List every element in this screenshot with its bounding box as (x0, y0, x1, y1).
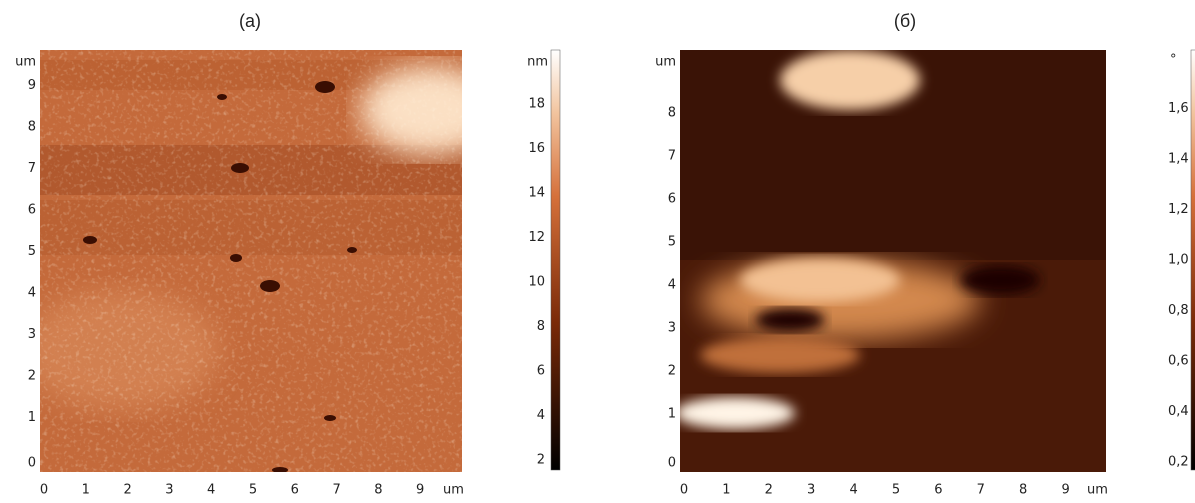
y-tick-label: 8 (668, 106, 676, 121)
x-tick-label: 1 (82, 483, 90, 498)
colorbar-tick-label: 6 (537, 364, 545, 379)
x-tick-label: 3 (165, 483, 173, 498)
y-tick-label: 9 (28, 78, 36, 93)
colorbar-tick-label: 10 (528, 275, 545, 290)
colorbar-tick-label: 1,2 (1168, 202, 1189, 217)
colorbar-tick-label: 14 (528, 186, 545, 201)
x-tick-label: 4 (849, 483, 857, 498)
y-unit: um (15, 55, 36, 70)
afm-image-b (680, 50, 1106, 472)
y-tick-label: 6 (668, 192, 676, 207)
x-tick-label: 9 (416, 483, 424, 498)
x-tick-label: 4 (207, 483, 215, 498)
colorbar-tick-label: 1,4 (1168, 152, 1189, 167)
y-tick-label: 0 (668, 456, 676, 471)
x-tick-label: 7 (332, 483, 340, 498)
colorbar-tick-label: 1,0 (1168, 253, 1189, 268)
y-tick-label: 5 (28, 244, 36, 259)
colorbar-unit: nm (527, 55, 548, 70)
y-tick-label: 6 (28, 203, 36, 218)
y-tick-label: 5 (668, 235, 676, 250)
x-tick-label: 6 (934, 483, 942, 498)
x-tick-label: 5 (892, 483, 900, 498)
colorbar-tick-label: 18 (528, 97, 545, 112)
x-tick-label: 7 (977, 483, 985, 498)
y-tick-label: 4 (28, 286, 36, 301)
x-tick-label: 8 (1019, 483, 1027, 498)
colorbar-tick-label: 4 (537, 408, 545, 423)
x-unit: um (443, 483, 464, 498)
y-tick-label: 8 (28, 120, 36, 135)
y-tick-label: 3 (28, 327, 36, 342)
colorbar-unit: ° (1170, 53, 1177, 68)
colorbar-tick-label: 1,6 (1168, 101, 1189, 116)
x-tick-label: 0 (40, 483, 48, 498)
y-tick-label: 0 (28, 456, 36, 471)
x-tick-label: 2 (765, 483, 773, 498)
x-tick-label: 1 (722, 483, 730, 498)
colorbar-a (550, 49, 561, 471)
y-tick-label: 3 (668, 321, 676, 336)
x-tick-label: 6 (291, 483, 299, 498)
panel-title: (a) (239, 11, 261, 31)
afm-image-a (40, 50, 462, 472)
x-tick-label: 2 (123, 483, 131, 498)
x-tick-label: 8 (374, 483, 382, 498)
y-tick-label: 1 (668, 407, 676, 422)
labels: (a)0 1 2 3 4 5 6 7 8 9 um0123456789um2468101214161… (15, 11, 1189, 498)
x-tick-label: 5 (249, 483, 257, 498)
colorbar-tick-label: 0,8 (1168, 303, 1189, 318)
y-unit: um (655, 55, 676, 70)
colorbar-tick-label: 12 (528, 230, 545, 245)
colorbar-tick-label: 0,4 (1168, 404, 1189, 419)
x-tick-label: 3 (807, 483, 815, 498)
colorbar-b (1190, 49, 1195, 471)
y-tick-label: 7 (28, 161, 36, 176)
y-tick-label: 7 (668, 149, 676, 164)
y-tick-label: 2 (28, 369, 36, 384)
y-tick-label: 4 (668, 278, 676, 293)
colorbar-tick-label: 8 (537, 319, 545, 334)
colorbar-tick-label: 2 (537, 453, 545, 468)
y-tick-label: 2 (668, 364, 676, 379)
x-tick-label: 9 (1061, 483, 1069, 498)
colorbar-tick-label: 16 (528, 141, 545, 156)
x-unit: um (1087, 483, 1108, 498)
x-tick-label: 0 (680, 483, 688, 498)
y-tick-label: 1 (28, 410, 36, 425)
colorbar-tick-label: 0,2 (1168, 455, 1189, 470)
colorbar-tick-label: 0,6 (1168, 354, 1189, 369)
panel-title: (б) (894, 11, 916, 31)
